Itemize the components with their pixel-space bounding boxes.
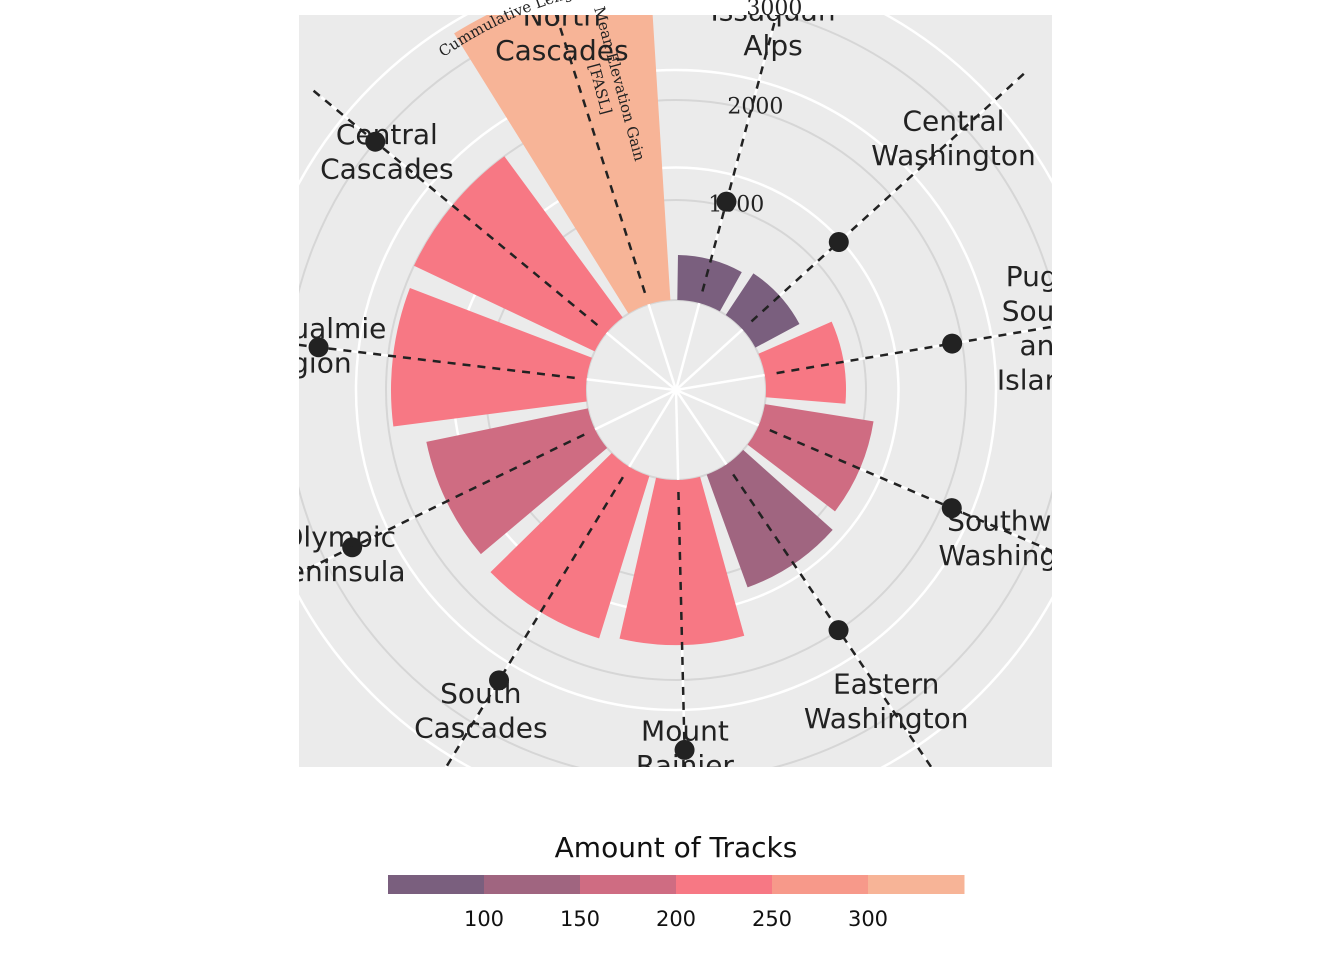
category-label: Mount Rainier Area [636, 714, 735, 816]
legend-swatch [676, 875, 773, 894]
category-label: Central Washington [871, 105, 1036, 173]
elevation-guide-line [312, 89, 599, 327]
legend-swatch [772, 875, 869, 894]
legend-swatch [484, 875, 581, 894]
radial-tick-label: 3000 [746, 0, 802, 21]
radial-tick-label: 1000 [708, 192, 764, 217]
grid-circle-gray [385, 99, 967, 681]
grid-spoke [674, 389, 933, 767]
radial-tick-label: 2000 [727, 94, 783, 119]
points [299, 15, 1052, 767]
plot-area: Issaquah Alps Central Washington Puget Sound a… [221, 0, 1103, 816]
legend-swatch [868, 875, 965, 894]
category-label: North Cascades [495, 0, 628, 67]
legend-swatch [580, 875, 677, 894]
bars [391, 15, 874, 646]
elevation-point [342, 537, 363, 558]
legend-tick-label: 150 [560, 907, 600, 931]
category-label: South Cascades [414, 677, 547, 745]
category-labels: Issaquah Alps Central Washington Puget Sound a… [221, 0, 1103, 816]
category-label: Olympic Peninsula [272, 521, 406, 589]
legend-colorbar [388, 875, 965, 894]
category-label: Central Cascades [320, 118, 453, 186]
legend-tick-label: 100 [464, 907, 504, 931]
legend-title: Amount of Tracks [555, 831, 798, 864]
elevation-guide-line [444, 476, 624, 767]
elevation-point [716, 191, 737, 212]
elevation-guide-line [769, 429, 1052, 553]
elevation-point [489, 670, 510, 691]
legend-ticks: 100 150 200 250 300 [464, 907, 888, 931]
elevation-guide-line [299, 433, 585, 575]
bar-segment [706, 449, 833, 588]
category-label: Southwest Washington [938, 504, 1103, 572]
bar-segment [426, 408, 608, 555]
legend-swatch [388, 875, 485, 894]
elevation-point [365, 131, 386, 152]
legend: Amount of Tracks 100 150 200 250 300 [388, 831, 965, 931]
elevation-point [674, 739, 695, 760]
bar-segment [454, 15, 671, 314]
legend-tick-label: 200 [656, 907, 696, 931]
bar-segment [490, 453, 650, 639]
bar-segment [758, 321, 847, 404]
elevation-guide-line [299, 343, 575, 380]
category-label: Puget Sound and Islands [997, 260, 1095, 397]
elevation-point [942, 333, 963, 354]
elevation-guide-line [701, 15, 778, 292]
category-label: Issaquah Alps [711, 0, 836, 62]
elevation-point [828, 232, 849, 253]
grid-circle-white [354, 68, 998, 712]
elevation-point [308, 337, 329, 358]
legend-tick-label: 250 [752, 907, 792, 931]
elevation-guide-line [750, 72, 1025, 323]
bar-segment [391, 287, 592, 427]
legend-tick-label: 300 [848, 907, 888, 931]
bar-segment [677, 255, 742, 312]
bar-segment [619, 476, 745, 646]
elevation-point [941, 498, 962, 519]
elevation-guide-line [554, 15, 647, 294]
elevation-point [828, 620, 849, 641]
bar-segment [747, 404, 874, 512]
elevation-guide-line [677, 491, 687, 767]
category-label: Eastern Washington [804, 667, 969, 735]
category-label: Snoqualmie Region [221, 312, 386, 380]
